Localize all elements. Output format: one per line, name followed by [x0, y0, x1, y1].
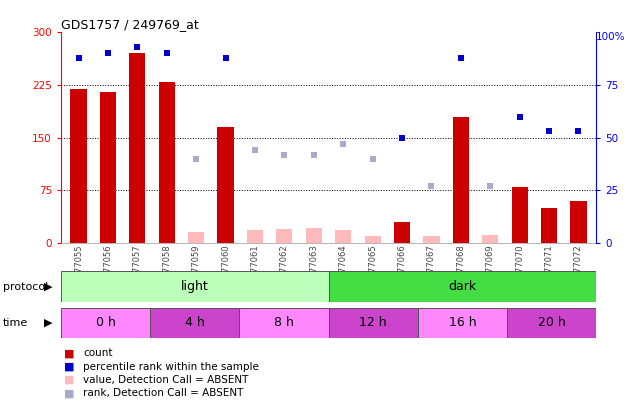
Bar: [61, 308, 150, 338]
Bar: [394, 222, 410, 243]
Bar: [188, 232, 204, 243]
Text: ▶: ▶: [44, 281, 53, 292]
Bar: [512, 187, 528, 243]
Bar: [418, 308, 507, 338]
Text: dark: dark: [448, 280, 476, 293]
Bar: [276, 229, 292, 243]
Bar: [217, 127, 234, 243]
Text: ■: ■: [64, 348, 74, 358]
Text: 4 h: 4 h: [185, 316, 204, 330]
Text: count: count: [83, 348, 113, 358]
Text: protocol: protocol: [3, 281, 49, 292]
Bar: [239, 308, 328, 338]
Bar: [306, 228, 322, 243]
Text: ■: ■: [64, 375, 74, 385]
Text: percentile rank within the sample: percentile rank within the sample: [83, 362, 259, 371]
Text: 8 h: 8 h: [274, 316, 294, 330]
Text: ▶: ▶: [44, 318, 53, 328]
Text: rank, Detection Call = ABSENT: rank, Detection Call = ABSENT: [83, 388, 244, 398]
Bar: [423, 236, 440, 243]
Bar: [482, 234, 498, 243]
Bar: [61, 271, 328, 302]
Bar: [365, 236, 381, 243]
Bar: [247, 230, 263, 243]
Bar: [507, 308, 596, 338]
Bar: [100, 92, 116, 243]
Text: 100%: 100%: [596, 32, 626, 43]
Bar: [159, 81, 175, 243]
Bar: [328, 271, 596, 302]
Text: ■: ■: [64, 362, 74, 371]
Bar: [335, 230, 351, 243]
Bar: [150, 308, 239, 338]
Bar: [570, 201, 587, 243]
Text: GDS1757 / 249769_at: GDS1757 / 249769_at: [61, 18, 199, 31]
Text: ■: ■: [64, 388, 74, 398]
Text: time: time: [3, 318, 28, 328]
Text: value, Detection Call = ABSENT: value, Detection Call = ABSENT: [83, 375, 249, 385]
Bar: [541, 208, 557, 243]
Bar: [129, 53, 146, 243]
Text: 0 h: 0 h: [96, 316, 115, 330]
Text: 16 h: 16 h: [449, 316, 476, 330]
Bar: [328, 308, 418, 338]
Text: light: light: [181, 280, 208, 293]
Text: 12 h: 12 h: [360, 316, 387, 330]
Bar: [71, 89, 87, 243]
Text: 20 h: 20 h: [538, 316, 565, 330]
Bar: [453, 117, 469, 243]
